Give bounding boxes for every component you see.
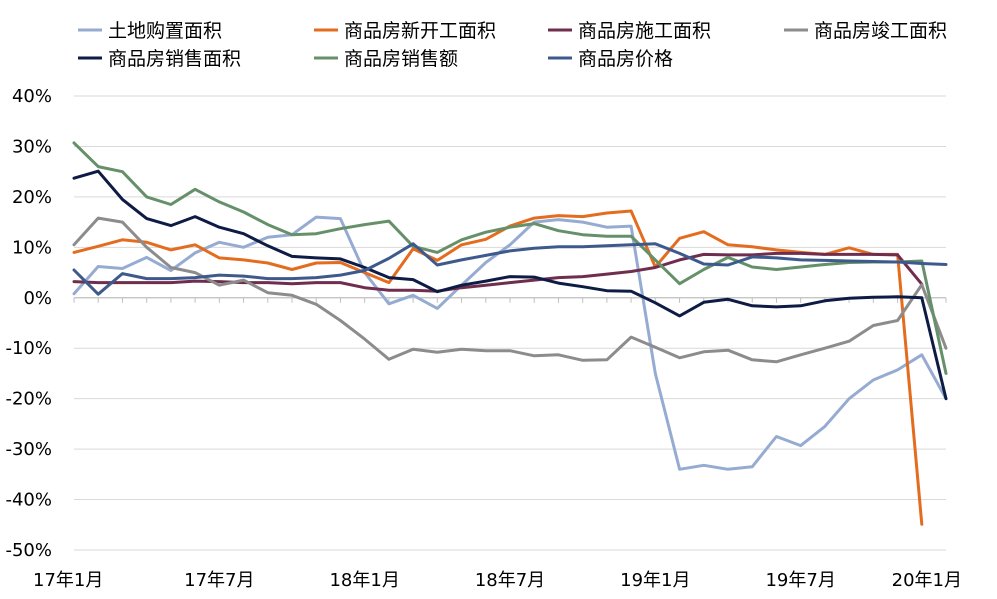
x-axis-tick-labels: 17年1月 17年7月 18年1月 18年7月 19年1月 19年7月 20年1月 [33, 570, 962, 591]
series-lines [72, 141, 948, 526]
y-tick-label: 20% [12, 187, 52, 208]
series-line-6 [72, 242, 948, 296]
x-axis [73, 297, 947, 303]
legend-item: 商品房销售额 [314, 48, 458, 70]
x-tick-label: 20年1月 [892, 570, 962, 591]
y-tick-label: 0% [23, 288, 52, 309]
legend-item: 土地购置面积 [78, 20, 222, 42]
y-tick-label: -10% [5, 338, 52, 359]
y-tick-label: -40% [5, 490, 52, 511]
legend-label: 商品房价格 [578, 48, 673, 70]
legend-item: 商品房新开工面积 [314, 20, 496, 42]
legend-item: 商品房竣工面积 [784, 20, 947, 42]
series-line-5 [72, 141, 948, 375]
y-tick-label: 40% [12, 86, 52, 107]
x-tick-label: 19年7月 [765, 570, 835, 591]
y-tick-label: 10% [12, 237, 52, 258]
legend-label: 土地购置面积 [108, 20, 222, 42]
legend-label: 商品房销售面积 [108, 48, 241, 70]
x-tick-label: 18年7月 [475, 570, 545, 591]
y-tick-label: 30% [12, 136, 52, 157]
series-line-3 [72, 216, 948, 364]
x-tick-label: 17年1月 [33, 570, 103, 591]
x-tick-label: 17年7月 [184, 570, 254, 591]
y-axis-tick-labels: 40% 30% 20% 10% 0% -10% -20% -30% -40% -50% [5, 86, 52, 561]
y-tick-label: -30% [5, 439, 52, 460]
y-tick-label: -50% [5, 540, 52, 561]
y-tick-label: -20% [5, 389, 52, 410]
legend-label: 商品房竣工面积 [814, 20, 947, 42]
series-line-1 [72, 209, 924, 526]
x-tick-label: 18年1月 [329, 570, 399, 591]
legend-label: 商品房新开工面积 [344, 20, 496, 42]
legend-item: 商品房施工面积 [548, 20, 711, 42]
series-line-4 [72, 169, 948, 401]
legend-item: 商品房价格 [548, 48, 673, 70]
x-tick-label: 19年1月 [620, 570, 690, 591]
grid-lines [74, 95, 946, 551]
series-line-0 [72, 215, 948, 471]
legend-label: 商品房销售额 [344, 48, 458, 70]
legend-item: 商品房销售面积 [78, 48, 241, 70]
legend-label: 商品房施工面积 [578, 20, 711, 42]
